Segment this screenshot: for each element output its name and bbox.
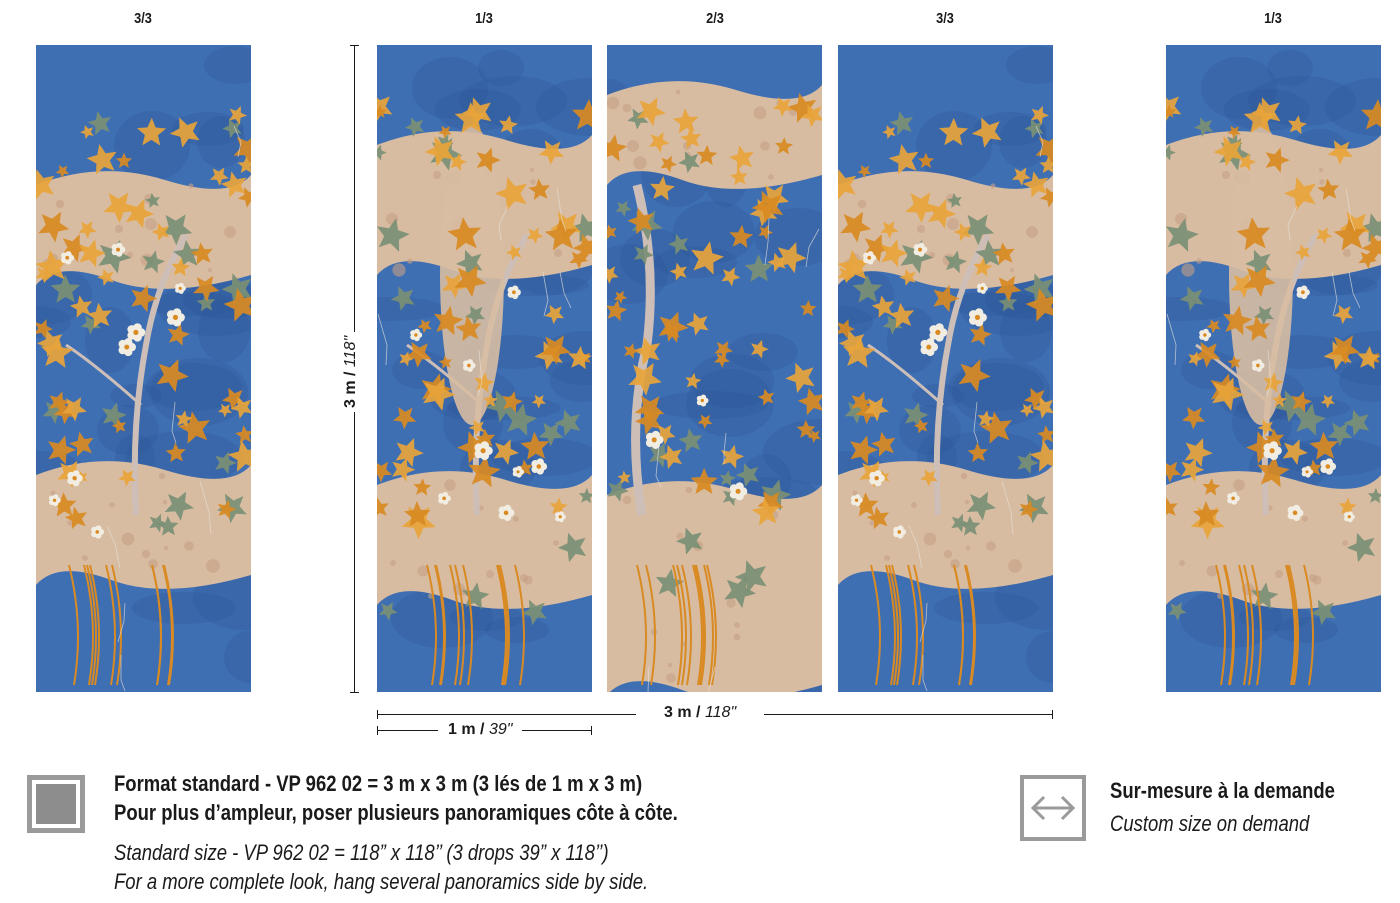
custom-size-subtitle: Custom size on demand [1110, 811, 1310, 836]
format-standard-title: Format standard - VP 962 02 = 3 m x 3 m … [114, 771, 643, 796]
wallpaper-artwork [838, 45, 1053, 692]
wallpaper-artwork [36, 45, 251, 692]
wallpaper-panel-2of3 [607, 45, 822, 692]
format-standard-size-en: Standard size - VP 962 02 = 118” x 118’’… [114, 840, 609, 865]
custom-size-title: Sur-mesure à la demande [1110, 778, 1335, 803]
total-width-dimension-label: 3 m / 118" [636, 704, 765, 722]
panel-label-1of3: 1/3 [475, 10, 493, 27]
height-dimension-tick-top [350, 45, 359, 46]
resize-arrows-icon [1020, 775, 1086, 841]
panel-label-3of3: 3/3 [936, 10, 954, 27]
wallpaper-panel-1of3 [377, 45, 592, 692]
wallpaper-panel-left-3of3 [36, 45, 251, 692]
wallpaper-panel-3of3 [838, 45, 1053, 692]
height-dimension-tick-bottom [350, 692, 359, 693]
panel-label-right-1of3: 1/3 [1264, 10, 1282, 27]
height-dimension-label: 3 m / 118" [342, 331, 360, 412]
format-standard-note: Pour plus d’ampleur, poser plusieurs pan… [114, 800, 678, 825]
drop-width-tick-left [377, 726, 378, 735]
wallpaper-panel-right-1of3 [1166, 45, 1381, 692]
total-width-tick-left [377, 710, 378, 719]
drop-width-dimension-label: 1 m / 39" [438, 721, 523, 739]
panel-label-2of3: 2/3 [706, 10, 724, 27]
square-format-icon [27, 775, 85, 833]
wallpaper-artwork [607, 45, 822, 692]
drop-width-tick-right [591, 726, 592, 735]
wallpaper-artwork [377, 45, 592, 692]
format-standard-note-en: For a more complete look, hang several p… [114, 869, 649, 894]
panel-label-left-3of3: 3/3 [134, 10, 152, 27]
wallpaper-artwork [1166, 45, 1381, 692]
total-width-tick-right [1052, 710, 1053, 719]
